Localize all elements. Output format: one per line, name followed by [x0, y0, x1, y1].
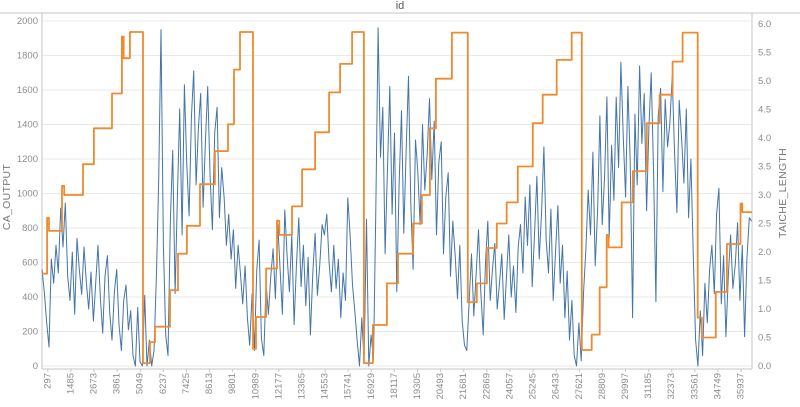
- right-tick-label: 5.0: [758, 76, 771, 87]
- left-tick-label: 0: [33, 361, 38, 372]
- left-tick-label: 1000: [17, 189, 38, 200]
- x-tick-label: 20493: [435, 373, 446, 399]
- right-tick-label: 2.0: [758, 247, 771, 258]
- right-tick-label: 4.5: [758, 105, 771, 116]
- right-tick-label: 0.5: [758, 333, 771, 344]
- right-tick-label: 5.5: [758, 48, 771, 59]
- x-tick-label: 31185: [643, 373, 654, 399]
- left-tick-label: 600: [22, 258, 38, 269]
- x-tick-label: 9801: [227, 373, 238, 394]
- taiche-length-line: [42, 31, 752, 364]
- x-tick-label: 12177: [273, 373, 284, 399]
- x-tick-label: 15741: [343, 373, 354, 399]
- x-tick-label: 1485: [65, 373, 76, 394]
- chart-title: id: [395, 0, 405, 12]
- right-axis-title: TAICHE_LENGTH: [777, 147, 789, 239]
- right-tick-label: 2.5: [758, 219, 771, 230]
- x-tick-label: 21681: [458, 373, 469, 399]
- left-tick-label: 800: [22, 223, 38, 234]
- x-tick-label: 25245: [528, 373, 539, 399]
- x-tick-label: 297: [42, 373, 53, 389]
- right-tick-label: 1.5: [758, 276, 771, 287]
- x-tick-label: 22869: [481, 373, 492, 399]
- left-tick-label: 1200: [17, 154, 38, 165]
- left-tick-label: 1800: [17, 51, 38, 62]
- x-tick-label: 3861: [112, 373, 123, 394]
- x-tick-label: 26433: [551, 373, 562, 399]
- x-tick-label: 5049: [135, 373, 146, 394]
- x-tick-label: 13365: [296, 373, 307, 399]
- x-tick-label: 2673: [88, 373, 99, 394]
- x-tick-label: 6237: [158, 373, 169, 394]
- x-tick-label: 18117: [389, 373, 400, 399]
- left-axis-title: CA_OUTPUT: [1, 163, 13, 231]
- x-tick-label: 14553: [320, 373, 331, 399]
- x-tick-label: 35937: [736, 373, 747, 399]
- left-tick-label: 1600: [17, 85, 38, 96]
- x-tick-label: 10989: [250, 373, 261, 399]
- x-tick-label: 28809: [597, 373, 608, 399]
- x-tick-label: 19305: [412, 373, 423, 399]
- x-tick-label: 27621: [574, 373, 585, 399]
- right-tick-label: 3.0: [758, 190, 771, 201]
- x-tick-label: 16929: [366, 373, 377, 399]
- right-tick-label: 4.0: [758, 133, 771, 144]
- right-tick-label: 0.0: [758, 361, 771, 372]
- x-tick-label: 29997: [620, 373, 631, 399]
- x-tick-label: 34749: [712, 373, 723, 399]
- right-tick-label: 1.0: [758, 304, 771, 315]
- x-tick-label: 32373: [666, 373, 677, 399]
- x-tick-label: 24057: [504, 373, 515, 399]
- left-tick-label: 200: [22, 327, 38, 338]
- x-tick-label: 33561: [689, 373, 700, 399]
- x-tick-label: 8613: [204, 373, 215, 394]
- x-tick-label: 7425: [181, 373, 192, 394]
- left-tick-label: 400: [22, 292, 38, 303]
- left-tick-label: 1400: [17, 120, 38, 131]
- ca-output-line: [41, 27, 753, 367]
- right-tick-label: 6.0: [758, 19, 771, 30]
- left-tick-label: 2000: [17, 16, 38, 27]
- right-tick-label: 3.5: [758, 162, 771, 173]
